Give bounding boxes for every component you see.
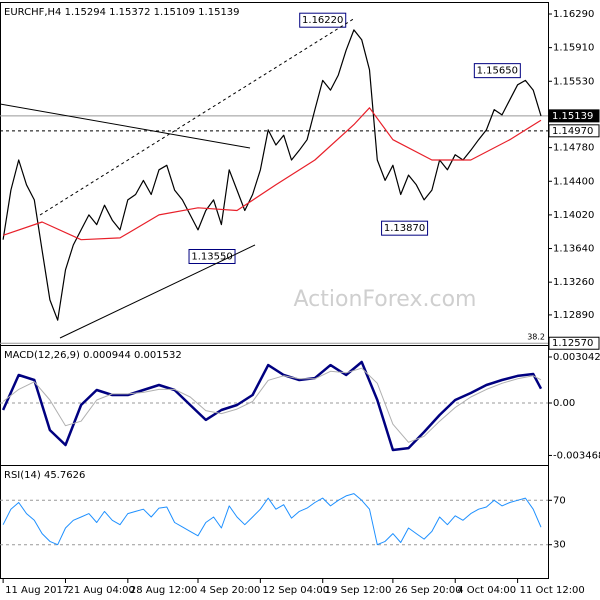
annotation-label: 1.13870 <box>384 223 425 234</box>
level-box <box>548 109 600 123</box>
trend-lines <box>0 17 356 339</box>
y-tick-label: 1.13640 <box>553 244 594 255</box>
level-box <box>548 124 600 138</box>
fib-label: 38.2 <box>527 333 545 342</box>
y-tick-label: 1.16290 <box>553 9 594 20</box>
annotation-box <box>381 220 429 236</box>
y-tick-label: 1.12890 <box>553 310 594 321</box>
y-tick-label: 0.003042 <box>553 352 600 363</box>
trend-line <box>59 244 256 339</box>
x-tick-label: 28 Aug 12:00 <box>130 585 197 596</box>
y-tick-label: 1.13260 <box>553 277 594 288</box>
y-tick-label: 1.15910 <box>553 43 594 54</box>
annotation-label: 1.13550 <box>191 251 232 262</box>
x-tick-label: 26 Sep 20:00 <box>395 585 462 596</box>
panel-title: RSI(14) 45.7626 <box>4 470 85 481</box>
y-tick-label: 1.14400 <box>553 176 594 187</box>
series-line <box>2 107 542 241</box>
level-box <box>548 336 600 350</box>
x-tick-label: 11 Aug 2017 <box>5 585 69 596</box>
annotation-box <box>473 63 521 79</box>
annotation-box <box>299 12 347 28</box>
panel-title: EURCHF,H4 1.15294 1.15372 1.15109 1.1513… <box>4 7 240 18</box>
y-tick-label: 1.14020 <box>553 210 594 221</box>
channel-line <box>39 17 356 216</box>
panel-title: MACD(12,26,9) 0.000944 0.001532 <box>4 350 182 361</box>
panel-frame <box>0 465 549 579</box>
x-tick-label: 19 Sep 12:00 <box>325 585 392 596</box>
series-line <box>2 493 542 546</box>
level-label: 1.12570 <box>552 338 593 349</box>
y-tick-label: 0.00 <box>553 398 575 409</box>
series-line <box>1 360 543 452</box>
series-line <box>2 29 542 321</box>
series-line <box>2 367 542 443</box>
y-tick-label: 30 <box>553 540 566 551</box>
annotation-label: 1.16220 <box>302 15 343 26</box>
watermark: ActionForex.com <box>294 287 477 312</box>
y-tick-label: 70 <box>553 495 566 506</box>
level-label: 1.14970 <box>552 126 593 137</box>
y-tick-label: 1.15530 <box>553 76 594 87</box>
y-tick-label: -0.003468 <box>553 450 600 461</box>
x-tick-label: 12 Sep 04:00 <box>262 585 329 596</box>
level-label: 1.15139 <box>552 111 593 122</box>
trend-line <box>0 103 251 149</box>
x-tick-label: 4 Sep 20:00 <box>200 585 260 596</box>
annotation-label: 1.15650 <box>477 66 518 77</box>
y-tick-label: 1.14780 <box>553 143 594 154</box>
x-tick-label: 11 Oct 12:00 <box>520 585 585 596</box>
x-tick-label: 21 Aug 04:00 <box>67 585 134 596</box>
x-tick-label: 4 Oct 04:00 <box>457 585 516 596</box>
